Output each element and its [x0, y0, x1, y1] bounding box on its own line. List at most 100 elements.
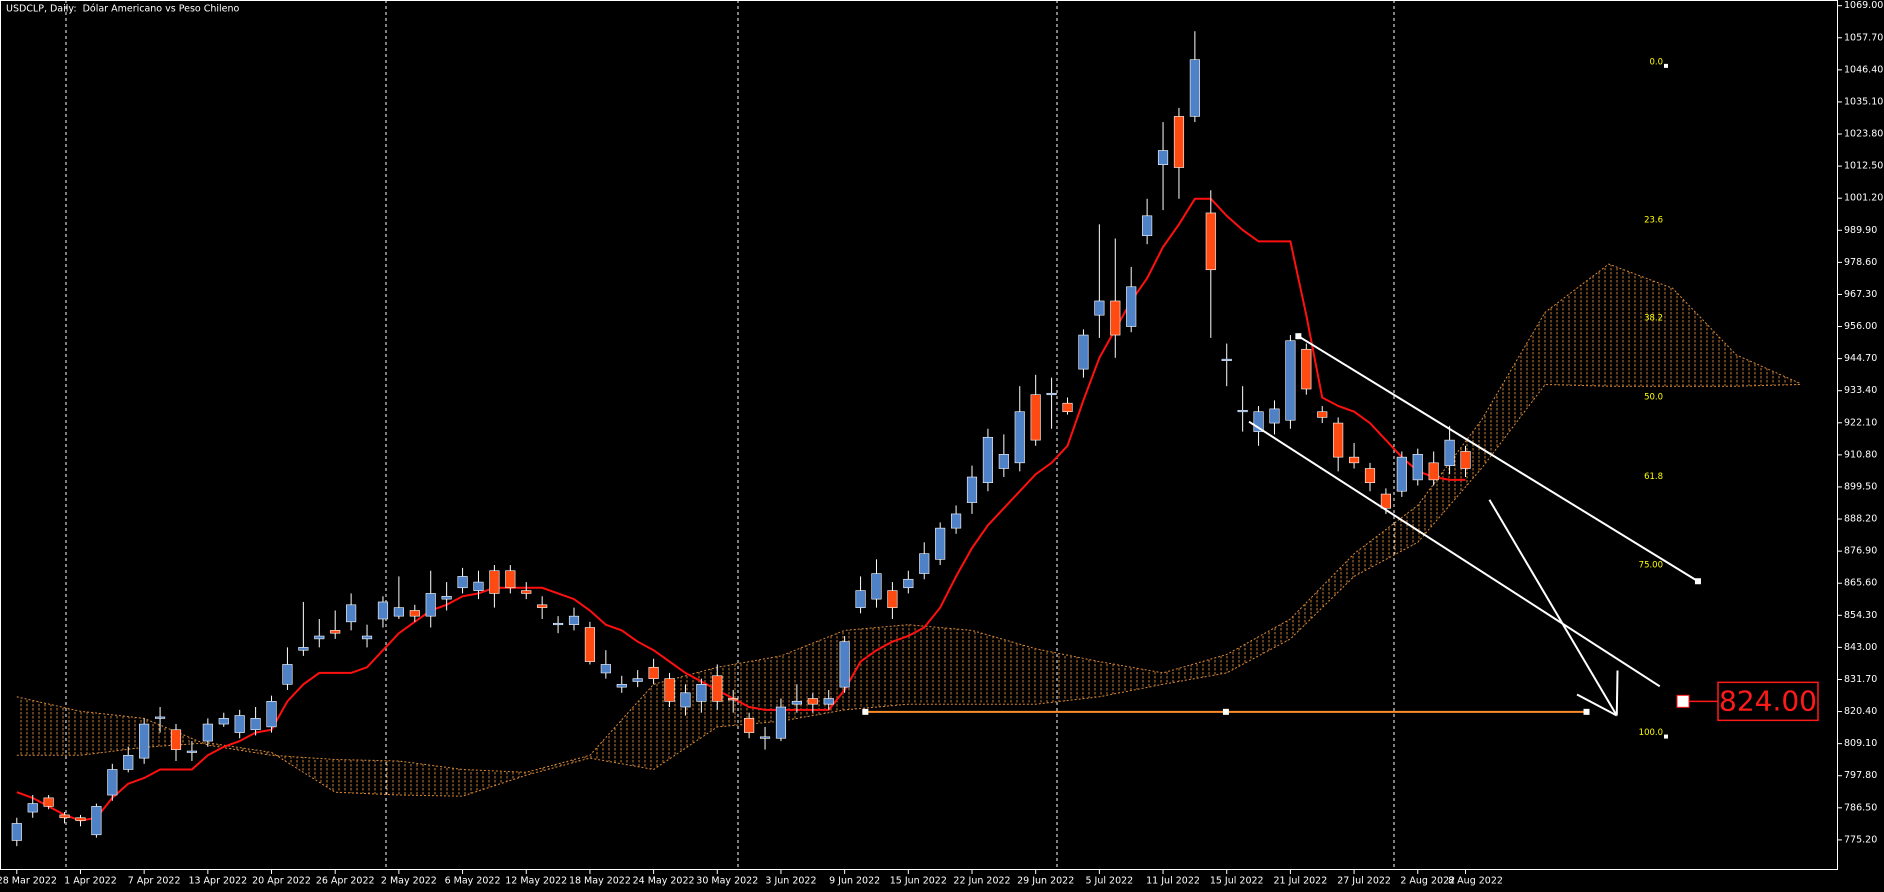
target-label: 824.00 — [1719, 684, 1817, 717]
candle-body — [966, 476, 978, 503]
x-tick-label: 2 Aug 2022 — [1400, 876, 1455, 887]
plot-layer: 0.0 23.6 38.2 50.0 61.8 75.00 100.0 824.00 — [11, 31, 1819, 847]
x-tick-label: 27 Jul 2022 — [1337, 876, 1391, 887]
y-tick-label: 956.00 — [1844, 321, 1877, 332]
candle-body — [250, 718, 261, 731]
candle-body — [1253, 411, 1264, 432]
y-tick-label: 1057.70 — [1844, 32, 1883, 43]
candle-body — [998, 454, 1009, 469]
y-tick-label: 809.10 — [1844, 738, 1877, 749]
candle-body — [584, 627, 595, 662]
candle-body — [903, 578, 914, 589]
candle-body — [59, 814, 70, 819]
channel-upper — [1297, 335, 1699, 583]
x-tick-label: 21 Jul 2022 — [1274, 876, 1328, 887]
x-tick-label: 6 May 2022 — [445, 876, 501, 887]
chart-title: USDCLP, Daily: Dólar Americano vs Peso C… — [6, 4, 240, 15]
candle-body — [919, 553, 930, 574]
level-handle — [1222, 708, 1229, 715]
y-tick-label: 910.80 — [1844, 449, 1877, 460]
fib-level-label: 61.8 — [1644, 472, 1663, 482]
y-tick-label: 888.20 — [1844, 514, 1877, 525]
level-handle — [1583, 708, 1590, 715]
target-handle — [1676, 694, 1690, 708]
candle-body — [186, 750, 197, 753]
candle-body — [1396, 456, 1407, 492]
candle-body — [1237, 409, 1248, 413]
candle-body — [1428, 462, 1439, 481]
candle-body — [1269, 408, 1280, 424]
candle-body — [568, 615, 580, 625]
candle-body — [361, 635, 373, 640]
candle-body — [935, 527, 946, 560]
candle-body — [855, 590, 866, 608]
x-tick-label: 15 Jul 2022 — [1210, 876, 1264, 887]
candle-body — [1333, 422, 1344, 458]
arrow-head — [1615, 670, 1619, 716]
x-tick-label: 20 Apr 2022 — [252, 876, 311, 887]
y-tick-label: 1069.00 — [1844, 0, 1883, 11]
candle-body — [1349, 456, 1360, 464]
candle-body — [1317, 411, 1328, 418]
projection-arrow — [1488, 499, 1618, 717]
candle-body — [982, 436, 993, 484]
candle-body — [1046, 392, 1057, 396]
x-tick-label: 1 Apr 2022 — [64, 876, 117, 887]
candle-body — [43, 797, 54, 807]
candle-body — [791, 701, 802, 705]
kijun-line — [16, 197, 1466, 822]
x-tick-label: 11 Jul 2022 — [1146, 876, 1200, 887]
candle-body — [1078, 334, 1089, 370]
candle-body — [600, 664, 611, 674]
candle-body — [393, 607, 404, 617]
y-tick-label: 797.80 — [1844, 770, 1877, 781]
candle-body — [1412, 454, 1423, 481]
candle-body — [377, 601, 389, 620]
x-tick-label: 15 Jun 2022 — [890, 876, 947, 887]
candle-body — [1126, 286, 1137, 327]
target-box — [1717, 681, 1819, 722]
channel-handle — [1295, 333, 1302, 340]
candle-body — [314, 635, 325, 640]
x-tick-label: 26 Apr 2022 — [316, 876, 375, 887]
y-tick-label: 899.50 — [1844, 481, 1877, 492]
y-tick-label: 865.60 — [1844, 578, 1877, 589]
candle-body — [951, 513, 962, 529]
candle-body — [266, 701, 277, 728]
y-tick-label: 1046.40 — [1844, 64, 1883, 75]
cloud-span-b — [16, 383, 1800, 797]
x-tick-label: 18 May 2022 — [569, 876, 631, 887]
y-tick-label: 1035.10 — [1844, 96, 1883, 107]
candle-body — [775, 706, 787, 739]
x-tick-label: 9 Jun 2022 — [829, 876, 880, 887]
fib-level-label: 100.0 — [1639, 728, 1663, 738]
candle-body — [409, 610, 420, 617]
candle-body — [1444, 439, 1455, 466]
x-tick-label: 8 Aug 2022 — [1448, 876, 1503, 887]
y-tick-label: 1023.80 — [1844, 129, 1883, 140]
channel-handle — [1694, 578, 1701, 585]
candle-body — [1030, 394, 1041, 441]
candle-body — [521, 590, 532, 594]
y-tick-label: 989.90 — [1844, 225, 1877, 236]
x-tick-label: 3 Jun 2022 — [765, 876, 816, 887]
candle-body — [696, 684, 707, 702]
fib-level-label: 38.2 — [1644, 314, 1663, 324]
y-tick-label: 944.70 — [1844, 353, 1877, 364]
candle-body — [1173, 116, 1185, 168]
candle-body — [139, 723, 150, 759]
candle-body — [27, 803, 38, 813]
candle-body — [202, 723, 213, 742]
candle-body — [1285, 340, 1296, 421]
candle-body — [1301, 348, 1312, 390]
candle-body — [457, 576, 468, 589]
x-tick-label: 12 May 2022 — [505, 876, 567, 887]
candle-body — [1221, 358, 1232, 361]
candle-body — [11, 823, 22, 841]
x-tick-label: 5 Jul 2022 — [1085, 876, 1133, 887]
x-tick-label: 30 May 2022 — [696, 876, 758, 887]
candle-body — [1364, 468, 1376, 484]
